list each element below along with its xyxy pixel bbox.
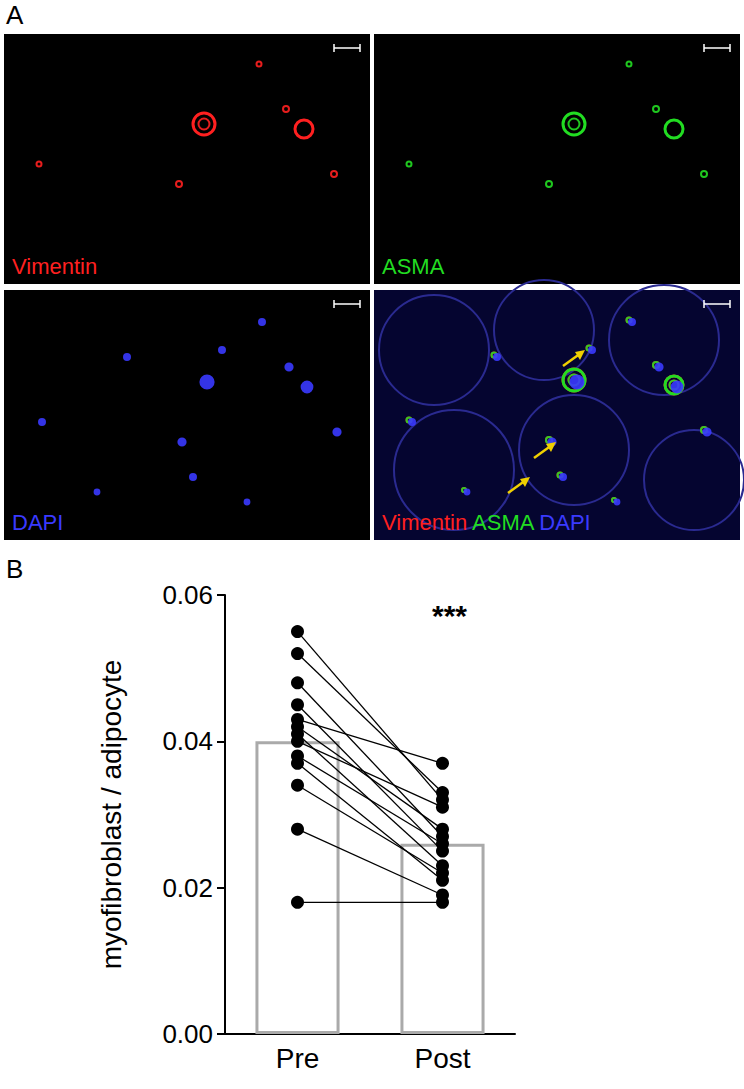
svg-text:myofibroblast / adipocyte: myofibroblast / adipocyte	[96, 660, 127, 970]
svg-text:0.04: 0.04	[162, 726, 213, 756]
svg-text:Post: Post	[414, 1043, 470, 1074]
svg-text:0.00: 0.00	[162, 1019, 213, 1049]
svg-text:0.02: 0.02	[162, 873, 213, 903]
svg-text:DAPI: DAPI	[12, 510, 63, 535]
svg-text:B: B	[6, 554, 23, 584]
svg-text:Vimentin: Vimentin	[12, 254, 97, 279]
svg-text:***: ***	[432, 599, 467, 632]
svg-text:ASMA: ASMA	[382, 254, 445, 279]
svg-text:Pre: Pre	[276, 1043, 320, 1074]
svg-text:Vimentin ASMA DAPI: Vimentin ASMA DAPI	[382, 510, 591, 535]
svg-text:A: A	[6, 0, 24, 30]
svg-text:0.06: 0.06	[162, 580, 213, 610]
